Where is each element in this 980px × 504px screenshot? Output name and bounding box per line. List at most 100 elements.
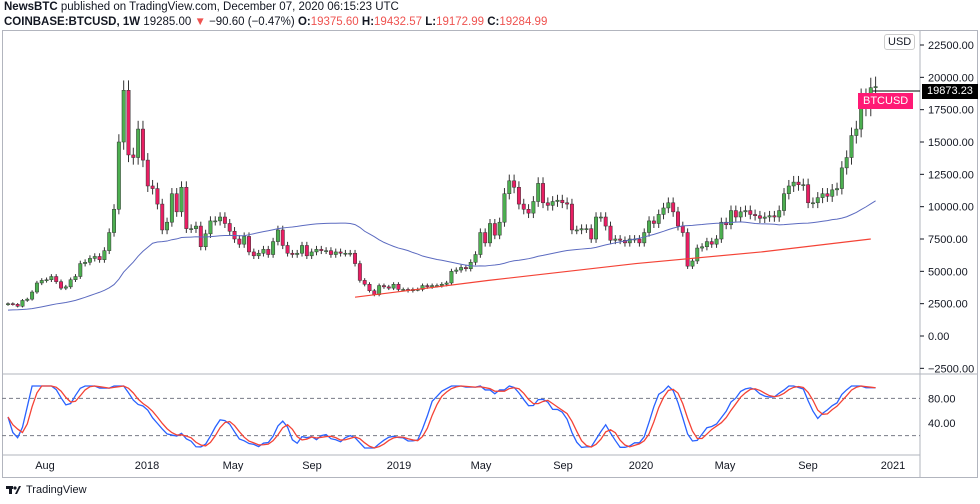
candle-down xyxy=(290,252,295,255)
candle-up xyxy=(719,221,724,240)
chart-frame[interactable] xyxy=(2,30,978,478)
candle-up xyxy=(242,236,247,245)
time-tick-label: Sep xyxy=(553,460,573,472)
symbol-label: COINBASE:BTCUSD, 1W xyxy=(4,16,141,28)
price-tick-label: 17500.00 xyxy=(928,105,974,117)
candle-up xyxy=(343,252,348,255)
candle-up xyxy=(83,262,88,264)
candle-up xyxy=(348,252,353,255)
candle-up xyxy=(6,303,10,305)
down-arrow-icon: ▼ xyxy=(194,16,206,28)
candle-up xyxy=(179,187,184,213)
low-value: 19172.99 xyxy=(436,16,485,28)
candle-down xyxy=(753,214,758,216)
author[interactable]: NewsBTC xyxy=(4,1,58,13)
price-tick-label: 2500.00 xyxy=(928,299,968,311)
candle-down xyxy=(671,202,676,213)
candle-up xyxy=(782,193,786,211)
candle-up xyxy=(165,221,170,231)
candle-up xyxy=(444,282,449,285)
candle-up xyxy=(20,300,25,307)
candle-up xyxy=(439,284,444,286)
candle-down xyxy=(560,199,565,204)
close-value: 19284.99 xyxy=(499,16,548,28)
candle-up xyxy=(555,199,560,202)
candle-down xyxy=(483,232,488,244)
close-label: C: xyxy=(487,16,500,28)
candle-down xyxy=(709,241,714,245)
candle-down xyxy=(251,251,256,257)
candle-down xyxy=(338,251,343,254)
candle-down xyxy=(198,225,203,248)
candle-up xyxy=(68,279,73,288)
candle-up xyxy=(275,229,280,242)
candle-up xyxy=(78,263,83,277)
osc-tick-label: 80.00 xyxy=(928,393,956,405)
currency-label[interactable]: USD xyxy=(884,34,916,50)
candle-down xyxy=(353,252,357,264)
candle-down xyxy=(603,216,608,227)
candle-up xyxy=(314,249,319,253)
candle-down xyxy=(10,303,15,305)
symbol-tag: BTCUSD xyxy=(858,93,914,109)
candle-up xyxy=(420,285,425,290)
candle-down xyxy=(304,245,309,257)
time-tick-label: May xyxy=(715,460,736,472)
candle-up xyxy=(63,286,68,289)
candle-up xyxy=(854,128,859,136)
candle-up xyxy=(107,232,112,251)
open-value: 19375.60 xyxy=(310,16,359,28)
price-tick-label: 20000.00 xyxy=(928,72,974,84)
candle-up xyxy=(507,180,512,194)
candle-down xyxy=(637,238,642,244)
candle-up xyxy=(714,238,719,245)
candle-up xyxy=(536,183,541,202)
candle-up xyxy=(256,252,261,257)
candle-down xyxy=(463,267,468,269)
candle-down xyxy=(516,187,521,205)
candle-up xyxy=(666,202,671,209)
candle-up xyxy=(208,220,213,235)
candle-down xyxy=(160,203,165,231)
candle-up xyxy=(579,228,584,231)
candle-down xyxy=(227,223,232,232)
tradingview-logo[interactable]: TradingView xyxy=(6,484,87,496)
candle-down xyxy=(772,215,777,218)
stoch-d-line xyxy=(7,385,876,449)
candle-up xyxy=(810,202,815,205)
candle-down xyxy=(589,228,594,240)
candle-up xyxy=(49,276,54,280)
candle-up xyxy=(261,249,266,254)
candle-down xyxy=(618,238,623,241)
low-label: L: xyxy=(425,16,437,28)
candle-down xyxy=(425,285,430,288)
candle-up xyxy=(762,216,767,219)
candle-down xyxy=(150,185,155,189)
candle-down xyxy=(680,225,685,233)
publish-info: NewsBTC published on TradingView.com, De… xyxy=(4,1,399,14)
candle-up xyxy=(121,90,126,143)
candle-down xyxy=(280,229,285,246)
candle-down xyxy=(733,210,738,218)
candle-up xyxy=(333,251,338,255)
candle-up xyxy=(44,279,49,281)
candle-up xyxy=(743,210,748,213)
time-tick-label: 2021 xyxy=(881,460,905,472)
candle-up xyxy=(213,220,218,223)
candle-up xyxy=(729,210,733,226)
candle-down xyxy=(126,90,131,156)
candle-up xyxy=(39,280,44,284)
candle-up xyxy=(116,141,121,210)
candle-down xyxy=(396,284,401,290)
price-chart[interactable]: 22500.00 20000.00 17500.00 15000.00 12500.00… xyxy=(0,0,980,480)
candle-up xyxy=(391,284,396,289)
candle-down xyxy=(184,187,189,229)
candle-up xyxy=(598,216,603,219)
candle-down xyxy=(608,225,613,241)
candle-down xyxy=(222,216,227,224)
candle-up xyxy=(613,238,618,241)
candle-down xyxy=(796,181,801,185)
candle-up xyxy=(478,232,483,255)
candle-up xyxy=(594,216,598,240)
price-tick-label: 22500.00 xyxy=(928,40,974,52)
